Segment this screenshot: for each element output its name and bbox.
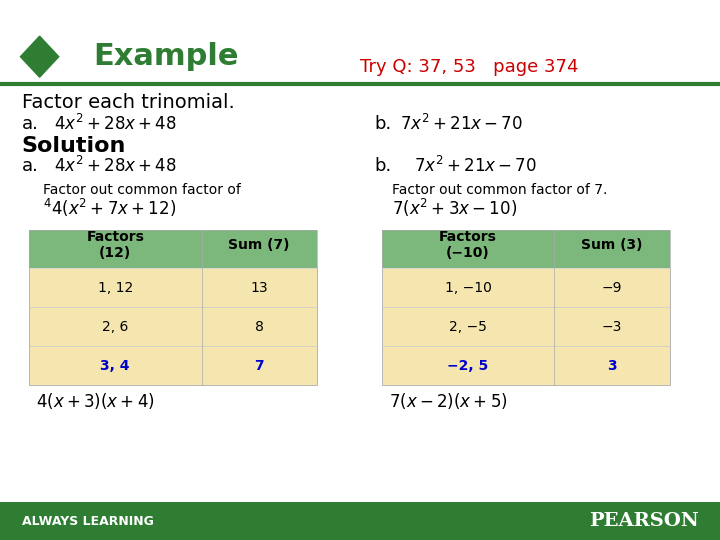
Text: Sum (3): Sum (3) xyxy=(581,238,643,252)
FancyBboxPatch shape xyxy=(29,230,317,268)
Text: Example: Example xyxy=(94,42,239,71)
Text: $7(x - 2)(x + 5)$: $7(x - 2)(x + 5)$ xyxy=(389,391,508,411)
Text: $4(x + 3)(x + 4)$: $4(x + 3)(x + 4)$ xyxy=(36,391,155,411)
Text: −2, 5: −2, 5 xyxy=(447,359,489,373)
Polygon shape xyxy=(20,36,59,77)
Text: Factors
(12): Factors (12) xyxy=(86,230,144,260)
Text: Factors
(−10): Factors (−10) xyxy=(439,230,497,260)
Text: 13: 13 xyxy=(251,281,268,295)
Text: a.: a. xyxy=(22,157,38,176)
FancyBboxPatch shape xyxy=(0,502,720,540)
Text: Factor out common factor of: Factor out common factor of xyxy=(43,183,241,197)
Text: Solution: Solution xyxy=(22,136,126,156)
Text: b.: b. xyxy=(374,157,392,176)
FancyBboxPatch shape xyxy=(29,307,317,346)
FancyBboxPatch shape xyxy=(382,268,670,307)
Text: $4x^2 + 28x + 48$: $4x^2 + 28x + 48$ xyxy=(54,156,177,177)
Text: 1, −10: 1, −10 xyxy=(444,281,492,295)
Text: 8: 8 xyxy=(255,320,264,334)
Text: −3: −3 xyxy=(602,320,622,334)
Text: −9: −9 xyxy=(602,281,622,295)
Text: b.: b. xyxy=(374,115,392,133)
Text: Factor each trinomial.: Factor each trinomial. xyxy=(22,93,234,112)
Text: $7x^2 + 21x - 70$: $7x^2 + 21x - 70$ xyxy=(400,114,523,134)
FancyBboxPatch shape xyxy=(382,230,670,268)
Text: PEARSON: PEARSON xyxy=(589,512,698,530)
Text: $7x^2 + 21x - 70$: $7x^2 + 21x - 70$ xyxy=(414,156,537,177)
FancyBboxPatch shape xyxy=(29,346,317,385)
Text: $4x^2 + 28x + 48$: $4x^2 + 28x + 48$ xyxy=(54,114,177,134)
Text: 3: 3 xyxy=(607,359,617,373)
Text: ALWAYS LEARNING: ALWAYS LEARNING xyxy=(22,515,153,528)
FancyBboxPatch shape xyxy=(382,346,670,385)
Text: 1, 12: 1, 12 xyxy=(98,281,132,295)
Text: 2, 6: 2, 6 xyxy=(102,320,128,334)
Text: 7: 7 xyxy=(254,359,264,373)
FancyBboxPatch shape xyxy=(29,268,317,307)
Text: a.: a. xyxy=(22,115,38,133)
Text: 3, 4: 3, 4 xyxy=(101,359,130,373)
Text: 2, −5: 2, −5 xyxy=(449,320,487,334)
Text: Try Q: 37, 53   page 374: Try Q: 37, 53 page 374 xyxy=(360,58,578,77)
Text: Sum (7): Sum (7) xyxy=(228,238,290,252)
Text: $^4 4(x^2 + 7x + 12)$: $^4 4(x^2 + 7x + 12)$ xyxy=(43,197,176,219)
Text: $7(x^2 + 3x - 10)$: $7(x^2 + 3x - 10)$ xyxy=(392,197,518,219)
Text: Factor out common factor of 7.: Factor out common factor of 7. xyxy=(392,183,608,197)
FancyBboxPatch shape xyxy=(382,307,670,346)
